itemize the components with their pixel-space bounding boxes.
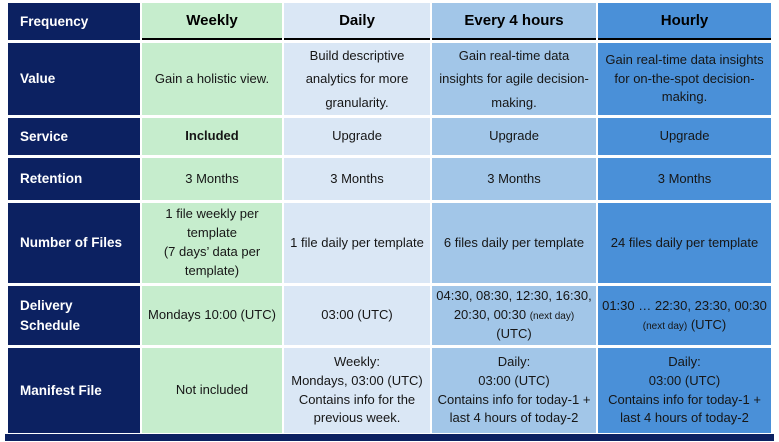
cell-daily-service: Upgrade — [284, 118, 430, 155]
header-every-4-hours-label: Every 4 hours — [464, 11, 564, 29]
cell-daily-manifest-file: Weekly: Mondays, 03:00 (UTC) Contains in… — [284, 348, 430, 433]
header-hourly: Hourly — [598, 3, 771, 40]
pricing-frequency-table: Frequency Weekly Daily Every 4 hours Hou… — [8, 3, 771, 433]
cell-daily-service-text: Upgrade — [332, 128, 382, 144]
cell-hourly-delivery-schedule-text: 01:30 … 22:30, 23:30, 00:30 (next day) (… — [602, 297, 767, 332]
cell-daily-retention: 3 Months — [284, 158, 430, 200]
cell-weekly-delivery-schedule: Mondays 10:00 (UTC) — [142, 286, 282, 345]
cell-hourly-service: Upgrade — [598, 118, 771, 155]
cell-weekly-delivery-schedule-text: Mondays 10:00 (UTC) — [148, 307, 276, 323]
cell-weekly-value-text: Gain a holistic view. — [154, 71, 270, 87]
cell-daily-number-of-files: 1 file daily per template — [284, 203, 430, 283]
cell-weekly-retention: 3 Months — [142, 158, 282, 200]
cell-hourly-number-of-files: 24 files daily per template — [598, 203, 771, 283]
header-frequency-label: Frequency — [20, 13, 89, 29]
cell-hourly-manifest-file: Daily: 03:00 (UTC) Contains info for tod… — [598, 348, 771, 433]
cell-hourly-delivery-schedule: 01:30 … 22:30, 23:30, 00:30 (next day) (… — [598, 286, 771, 345]
cell-hourly-value: Gain real-time data insights for on-the-… — [598, 43, 771, 115]
row-label-value-text: Value — [20, 71, 56, 87]
cell-every-4-hours-retention-text: 3 Months — [487, 170, 541, 186]
cell-every-4-hours-delivery-schedule: 04:30, 08:30, 12:30, 16:30, 20:30, 00:30… — [432, 286, 596, 345]
cell-weekly-number-of-files-text: 1 file weekly per template (7 days’ data… — [163, 206, 261, 278]
cell-daily-delivery-schedule-text: 03:00 (UTC) — [321, 307, 393, 323]
row-label-retention: Retention — [8, 158, 140, 200]
row-label-retention-text: Retention — [20, 171, 83, 187]
cell-every-4-hours-number-of-files-text: 6 files daily per template — [443, 234, 585, 250]
header-weekly-label: Weekly — [186, 11, 238, 29]
cell-every-4-hours-number-of-files: 6 files daily per template — [432, 203, 596, 283]
header-every-4-hours: Every 4 hours — [432, 3, 596, 40]
cell-weekly-manifest-file: Not included — [142, 348, 282, 433]
header-hourly-label: Hourly — [660, 11, 709, 29]
row-label-service: Service — [8, 118, 140, 155]
cell-hourly-number-of-files-text: 24 files daily per template — [610, 234, 759, 250]
cell-daily-number-of-files-text: 1 file daily per template — [290, 234, 424, 250]
row-label-service-text: Service — [20, 128, 69, 144]
cell-daily-delivery-schedule: 03:00 (UTC) — [284, 286, 430, 345]
cell-weekly-value: Gain a holistic view. — [142, 43, 282, 115]
table-bottom-border — [5, 434, 774, 441]
cell-hourly-retention: 3 Months — [598, 158, 771, 200]
cell-hourly-value-text: Gain real-time data insights for on-the-… — [605, 51, 764, 105]
cell-every-4-hours-delivery-schedule-text: 04:30, 08:30, 12:30, 16:30, 20:30, 00:30… — [436, 288, 592, 341]
row-label-number-of-files: Number of Files — [8, 203, 140, 283]
cell-hourly-retention-text: 3 Months — [657, 170, 712, 186]
cell-weekly-service: Included — [142, 118, 282, 155]
header-weekly: Weekly — [142, 3, 282, 40]
row-label-value: Value — [8, 43, 140, 115]
row-label-manifest-file-text: Manifest File — [20, 382, 102, 398]
row-label-manifest-file: Manifest File — [8, 348, 140, 433]
header-frequency: Frequency — [8, 3, 140, 40]
header-daily-label: Daily — [339, 11, 375, 29]
cell-daily-value: Build descriptive analytics for more gra… — [284, 43, 430, 115]
cell-daily-manifest-file-text: Weekly: Mondays, 03:00 (UTC) Contains in… — [291, 353, 423, 426]
cell-daily-retention-text: 3 Months — [330, 170, 384, 186]
cell-daily-value-text: Build descriptive analytics for more gra… — [305, 47, 409, 110]
cell-every-4-hours-value-text: Gain real-time data insights for agile d… — [439, 47, 589, 110]
row-label-delivery-schedule: Delivery Schedule — [8, 286, 140, 345]
cell-weekly-retention-text: 3 Months — [185, 170, 239, 186]
cell-hourly-manifest-file-text: Daily: 03:00 (UTC) Contains info for tod… — [608, 353, 761, 426]
cell-weekly-number-of-files: 1 file weekly per template (7 days’ data… — [142, 203, 282, 283]
cell-every-4-hours-value: Gain real-time data insights for agile d… — [432, 43, 596, 115]
cell-every-4-hours-retention: 3 Months — [432, 158, 596, 200]
cell-weekly-manifest-file-text: Not included — [175, 382, 249, 398]
row-label-number-of-files-text: Number of Files — [20, 235, 123, 251]
cell-every-4-hours-manifest-file: Daily: 03:00 (UTC) Contains info for tod… — [432, 348, 596, 433]
cell-every-4-hours-service: Upgrade — [432, 118, 596, 155]
row-label-delivery-schedule-text: Delivery Schedule — [20, 297, 81, 333]
header-daily: Daily — [284, 3, 430, 40]
cell-every-4-hours-manifest-file-text: Daily: 03:00 (UTC) Contains info for tod… — [437, 353, 591, 426]
cell-weekly-service-text: Included — [185, 128, 239, 144]
cell-every-4-hours-service-text: Upgrade — [489, 128, 539, 144]
cell-hourly-service-text: Upgrade — [659, 128, 710, 144]
